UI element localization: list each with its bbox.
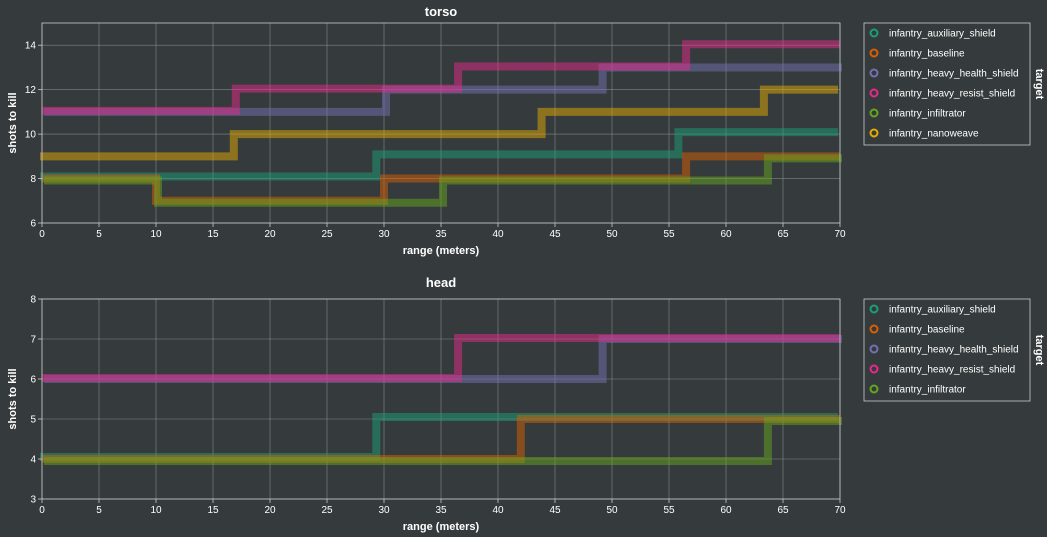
y-tick-label: 4 xyxy=(30,455,36,466)
x-tick-label: 0 xyxy=(39,505,45,516)
y-tick-label: 7 xyxy=(30,335,36,346)
x-tick-label: 20 xyxy=(264,505,276,516)
legend-symbol xyxy=(869,304,879,314)
legend-symbol xyxy=(869,88,879,98)
x-tick-label: 20 xyxy=(264,229,276,240)
legend-symbol xyxy=(869,28,879,38)
legend-label: infantry_nanoweave xyxy=(889,129,979,140)
chart-title: head xyxy=(426,275,456,290)
x-tick-label: 15 xyxy=(207,505,219,516)
x-tick-label: 35 xyxy=(435,505,447,516)
legend-label: infantry_heavy_resist_shield xyxy=(889,365,1015,376)
legend-symbol xyxy=(869,384,879,394)
legend-item[interactable]: infantry_heavy_resist_shield xyxy=(869,364,1016,376)
chart-title: torso xyxy=(425,4,458,19)
x-tick-label: 35 xyxy=(435,229,447,240)
x-tick-label: 70 xyxy=(834,505,846,516)
legend: infantry_auxiliary_shield infantry_baseli… xyxy=(863,22,1045,146)
x-tick-label: 45 xyxy=(549,505,561,516)
legend-item[interactable]: infantry_auxiliary_shield xyxy=(869,304,996,316)
legend-item[interactable]: infantry_auxiliary_shield xyxy=(869,28,996,40)
legend-item[interactable]: infantry_baseline xyxy=(869,324,966,336)
x-tick-label: 10 xyxy=(150,229,162,240)
y-tick-label: 8 xyxy=(30,174,36,185)
legend-symbol xyxy=(869,128,879,138)
y-tick-label: 8 xyxy=(30,295,36,306)
legend-symbol xyxy=(869,344,879,354)
x-tick-label: 50 xyxy=(606,229,618,240)
series-lines xyxy=(40,334,842,465)
x-tick-label: 30 xyxy=(378,505,390,516)
series-line-infantry_nanoweave xyxy=(40,85,838,161)
x-tick-label: 30 xyxy=(378,229,390,240)
y-tick-label: 10 xyxy=(25,130,37,141)
legend-item[interactable]: infantry_infiltrator xyxy=(869,108,967,120)
series-lines xyxy=(40,40,842,207)
x-tick-label: 5 xyxy=(96,505,102,516)
y-tick-label: 6 xyxy=(30,219,36,230)
x-axis-title: range (meters) xyxy=(403,245,480,257)
x-tick-label: 10 xyxy=(150,505,162,516)
series-line-infantry_heavy_resist_shield xyxy=(42,334,840,382)
legend-label: infantry_auxiliary_shield xyxy=(889,305,996,316)
series-line-infantry_heavy_resist_shield xyxy=(42,40,840,115)
legend-label: infantry_heavy_health_shield xyxy=(889,345,1019,356)
legend-item[interactable]: infantry_heavy_health_shield xyxy=(869,68,1019,80)
x-tick-label: 60 xyxy=(720,505,732,516)
legend-label: infantry_infiltrator xyxy=(889,109,966,120)
legend-symbol xyxy=(869,364,879,374)
y-tick-label: 6 xyxy=(30,375,36,386)
x-tick-label: 55 xyxy=(663,229,675,240)
x-tick-label: 5 xyxy=(96,229,102,240)
legend-item[interactable]: infantry_baseline xyxy=(869,48,966,60)
x-tick-label: 65 xyxy=(777,505,789,516)
y-tick-label: 5 xyxy=(30,415,36,426)
x-tick-label: 65 xyxy=(777,229,789,240)
legend-symbol xyxy=(869,324,879,334)
y-tick-label: 14 xyxy=(25,41,37,52)
legend-label: infantry_baseline xyxy=(889,325,965,336)
legend-symbol xyxy=(869,68,879,78)
legend-item[interactable]: infantry_nanoweave xyxy=(869,128,979,140)
series-line-infantry_auxiliary_shield xyxy=(40,128,838,181)
legend-item[interactable]: infantry_heavy_resist_shield xyxy=(869,88,1016,100)
chart-torso: 0 5 10 15 20 25 30 35 40 45 50 55 60 65 70 6 8 10 12 14 tors… xyxy=(7,4,1045,257)
legend-label: infantry_heavy_health_shield xyxy=(889,69,1019,80)
x-tick-label: 55 xyxy=(663,505,675,516)
legend-label: infantry_auxiliary_shield xyxy=(889,29,996,40)
series-line-infantry_infiltrator xyxy=(44,417,842,465)
x-tick-label: 45 xyxy=(549,229,561,240)
legend-label: infantry_heavy_resist_shield xyxy=(889,89,1015,100)
x-tick-label: 50 xyxy=(606,505,618,516)
ticks: 0 5 10 15 20 25 30 35 40 45 50 55 60 65 70 6 8 10 12 14 xyxy=(25,41,846,240)
x-tick-label: 40 xyxy=(492,505,504,516)
legend-box xyxy=(863,298,1031,402)
legend-label: infantry_baseline xyxy=(889,49,965,60)
legend-title: target xyxy=(1033,335,1045,366)
legend: infantry_auxiliary_shield infantry_baseli… xyxy=(863,298,1045,402)
x-tick-label: 25 xyxy=(321,505,333,516)
legend-box xyxy=(863,22,1031,146)
y-axis-title: shots to kill xyxy=(7,92,19,153)
x-tick-label: 15 xyxy=(207,229,219,240)
x-tick-label: 40 xyxy=(492,229,504,240)
x-tick-label: 70 xyxy=(834,229,846,240)
legend-label: infantry_infiltrator xyxy=(889,385,966,396)
legend-symbol xyxy=(869,48,879,58)
series-line-infantry_infiltrator xyxy=(44,154,842,207)
legend-item[interactable]: infantry_infiltrator xyxy=(869,384,967,396)
x-axis-title: range (meters) xyxy=(403,521,480,533)
legend-item[interactable]: infantry_heavy_health_shield xyxy=(869,344,1019,356)
x-tick-label: 0 xyxy=(39,229,45,240)
legend-symbol xyxy=(869,108,879,118)
legend-title: target xyxy=(1033,69,1045,100)
x-tick-label: 25 xyxy=(321,229,333,240)
y-tick-label: 3 xyxy=(30,495,36,506)
chart-head: 0 5 10 15 20 25 30 35 40 45 50 55 60 65 70345678headra… xyxy=(7,275,1045,533)
x-tick-label: 60 xyxy=(720,229,732,240)
y-tick-label: 12 xyxy=(25,85,37,96)
y-axis-title: shots to kill xyxy=(7,368,19,429)
